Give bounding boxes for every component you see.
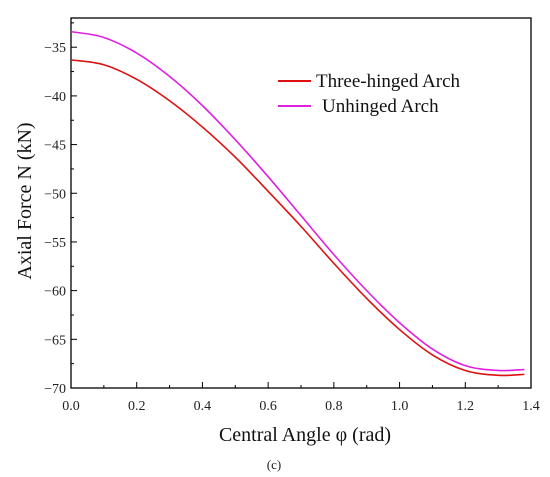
legend: Three-hinged Arch Unhinged Arch	[278, 71, 461, 117]
y-tick-label: −55	[44, 236, 66, 251]
y-tick-label: −45	[44, 139, 66, 154]
y-axis-title: Axial Force N (kN)	[14, 122, 36, 279]
y-tick-label: −40	[44, 90, 66, 105]
ticks-layer: 0.0 0.2 0.4 0.6 0.8 1.0 1.2 1.4 −35 −40 −45 −50 −55 −…	[44, 22, 540, 414]
x-tick-label: 0.0	[62, 399, 80, 414]
series-line-unhinged-arch	[70, 30, 525, 372]
plot-area-border	[70, 17, 532, 389]
series-layer	[70, 30, 525, 377]
y-tick-label: −35	[44, 41, 66, 56]
x-tick-label: 0.2	[128, 399, 146, 414]
legend-label-unhinged-arch: Unhinged Arch	[322, 96, 439, 117]
x-tick-label: 0.4	[194, 399, 212, 414]
x-tick-label: 1.0	[391, 399, 409, 414]
x-tick-label: 1.4	[522, 399, 540, 414]
x-axis-title: Central Angle φ (rad)	[219, 424, 391, 446]
x-tick-label: 0.8	[325, 399, 343, 414]
x-tick-label: 1.2	[457, 399, 475, 414]
x-tick-label: 0.6	[259, 399, 277, 414]
series-line-three-hinged-arch	[70, 59, 525, 377]
figure-caption: (c)	[267, 457, 281, 472]
y-tick-label: −65	[44, 333, 66, 348]
plot-frame	[70, 17, 532, 389]
y-tick-label: −70	[44, 382, 66, 397]
y-tick-label: −50	[44, 187, 66, 202]
y-tick-label: −60	[44, 285, 66, 300]
legend-label-three-hinged-arch: Three-hinged Arch	[316, 71, 461, 92]
